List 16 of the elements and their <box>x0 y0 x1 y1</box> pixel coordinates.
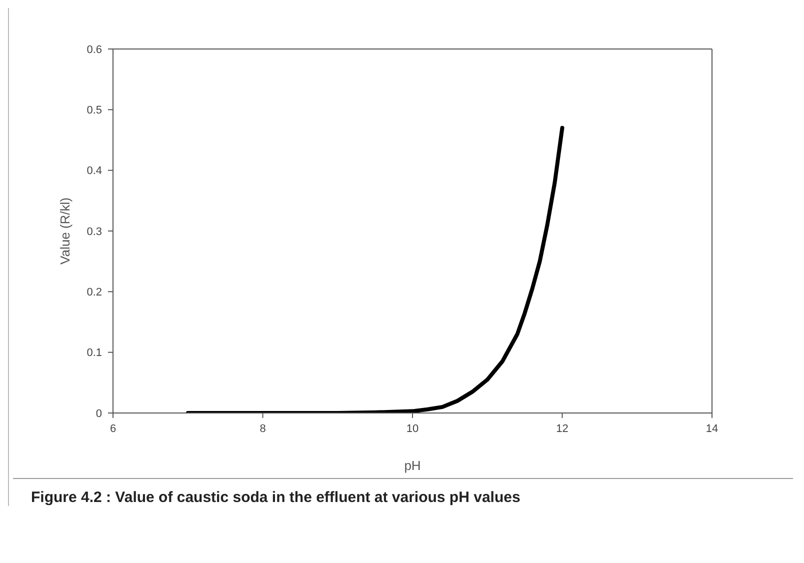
y-tick-label: 0.5 <box>86 104 102 117</box>
y-tick-label: 0.1 <box>86 347 102 360</box>
x-tick-label: 8 <box>260 422 266 435</box>
y-tick-label: 0.2 <box>86 286 102 299</box>
y-tick-label: 0.3 <box>86 226 102 238</box>
line-series <box>186 126 564 413</box>
x-tick-label: 14 <box>706 422 718 435</box>
x-tick-label: 10 <box>406 422 419 435</box>
y-axis-title: Value (R/kl) <box>58 198 73 264</box>
y-tick-label: 0.6 <box>86 44 102 56</box>
x-axis-title: pH <box>404 458 421 473</box>
y-tick-label: 0 <box>96 408 102 420</box>
x-tick-label: 12 <box>556 422 568 435</box>
text: Figure 4.2 : Value of caustic soda in the effluent at various pH values <box>13 478 793 506</box>
y-tick-label: 0.4 <box>86 165 102 178</box>
x-tick-label: 6 <box>110 422 116 435</box>
